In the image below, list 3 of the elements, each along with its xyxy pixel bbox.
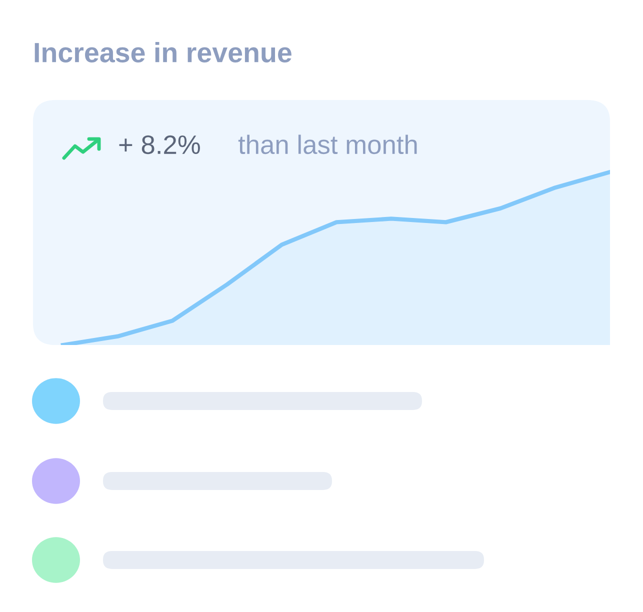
chart-title: Increase in revenue — [34, 42, 292, 62]
text: + 8.2% — [119, 135, 200, 154]
text: than last month — [238, 134, 417, 154]
